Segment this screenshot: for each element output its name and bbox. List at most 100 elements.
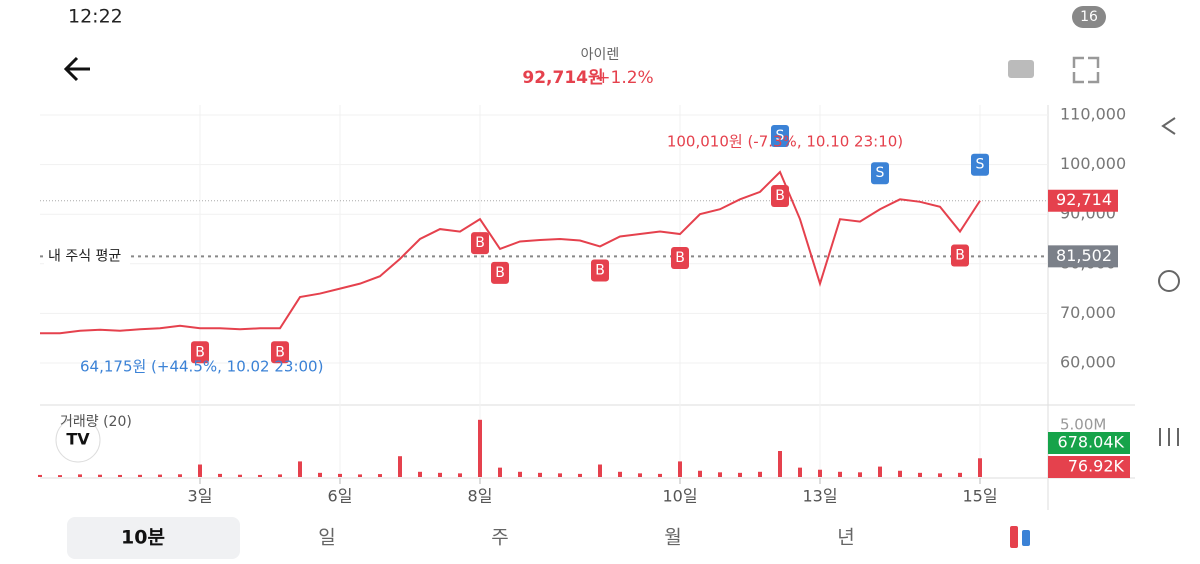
volume-bar [218,473,222,477]
ref-name-bg [44,245,130,268]
volume-bar [618,471,622,477]
volume-bar [418,471,422,477]
volume-bar [478,419,482,477]
reference-name: 내 주식 평균 [48,248,121,264]
y-tick-label: 70,000 [1060,303,1116,322]
trade-marker [771,185,789,208]
x-tick-label: 15일 [962,487,997,506]
volume-bar [738,472,742,477]
volume-bar [578,473,582,477]
trade-marker [271,341,289,364]
volume-bar [878,466,882,477]
volume-bar [398,456,402,477]
trade-marker-label: S [776,128,785,144]
period-tab[interactable]: 10분 [121,527,165,549]
trade-marker-label: B [775,188,785,204]
volume-bar [438,472,442,477]
battery-level: 16 [1080,9,1098,25]
x-tick-label: 10일 [662,487,697,506]
volume-bar [138,474,142,477]
volume-bar [318,472,322,477]
period-tab[interactable]: 월 [664,527,681,549]
price-change: +1.2% [596,68,653,88]
period-tab[interactable]: 일 [318,527,335,549]
volume-bar [858,472,862,477]
trade-marker-label: B [495,265,505,281]
status-time: 12:22 [68,6,123,28]
tv-logo [55,417,101,463]
period-tab[interactable]: 년 [837,527,854,549]
y-tick-label: 100,000 [1060,154,1126,173]
volume-bar [378,474,382,477]
volume-bar [518,471,522,477]
volume-label: 678.04K [1058,433,1125,452]
price-line [40,170,981,335]
y-tick-label: 110,000 [1060,105,1126,124]
volume-bar [558,473,562,477]
volume-bar [818,469,822,477]
period-tab[interactable]: 주 [491,527,508,549]
volume-bar [658,473,662,477]
x-tick-label: 3일 [188,487,213,506]
low-annotation: 64,175원 (+44.5%, 10.02 23:00) [80,358,323,376]
volume-bar [698,470,702,477]
volume-bar [458,473,462,477]
trade-marker-label: S [976,157,985,173]
side-back[interactable] [1161,117,1176,135]
side-recent[interactable] [1159,428,1179,446]
volume-bar [38,474,42,477]
volume-bar [838,471,842,477]
tv-logo-text: TV [66,430,90,449]
trade-marker-label: B [275,344,285,360]
volume-bar [98,474,102,477]
x-tick-label: 8일 [468,487,493,506]
side-home[interactable] [1158,270,1180,292]
trade-marker-label: S [876,165,885,181]
y-tick-label: 60,000 [1060,353,1116,372]
trade-marker-label: B [675,250,685,266]
volume-bar [278,474,282,477]
volume-bar [758,471,762,477]
trade-marker-label: B [475,235,485,251]
fullscreen-button[interactable] [1072,56,1100,84]
x-tick-label: 6일 [328,487,353,506]
volume-bar [118,474,122,477]
volume-bar [778,451,782,477]
trade-marker-label: B [955,248,965,264]
volume-title: 거래량 (20) [60,414,132,430]
volume-bar [718,472,722,477]
volume-bar [158,474,162,477]
chart-type-icon[interactable] [1022,530,1030,546]
trade-marker [671,247,689,270]
volume-bar [198,464,202,477]
high-annotation: 100,010원 (-7.3%, 10.10 23:10) [667,133,903,151]
volume-bar [958,472,962,477]
volume-bar [918,472,922,477]
back-button[interactable] [63,56,90,82]
volume-bar [798,467,802,477]
reference-label-bg [1048,245,1118,268]
trade-marker [591,259,609,282]
trade-marker [191,341,209,364]
trade-marker-label: B [195,344,205,360]
stock-price: 92,714원 [522,68,603,88]
volume-bar [258,474,262,477]
volume-bar [598,464,602,477]
trade-marker [951,244,969,267]
volume-label-bg [1048,432,1130,454]
rotate-button[interactable] [1008,60,1034,78]
volume-bar [238,474,242,477]
volume-bar [358,474,362,477]
battery [1072,6,1106,28]
trade-marker [771,125,789,148]
volume-bar [338,473,342,477]
volume-bar [678,461,682,477]
chart-type-icon[interactable] [1010,526,1018,548]
volume-bar [978,458,982,477]
volume-bar [298,461,302,477]
trade-marker [971,153,989,176]
trade-marker [471,232,489,255]
trade-marker [871,162,889,185]
trade-marker [491,261,509,284]
